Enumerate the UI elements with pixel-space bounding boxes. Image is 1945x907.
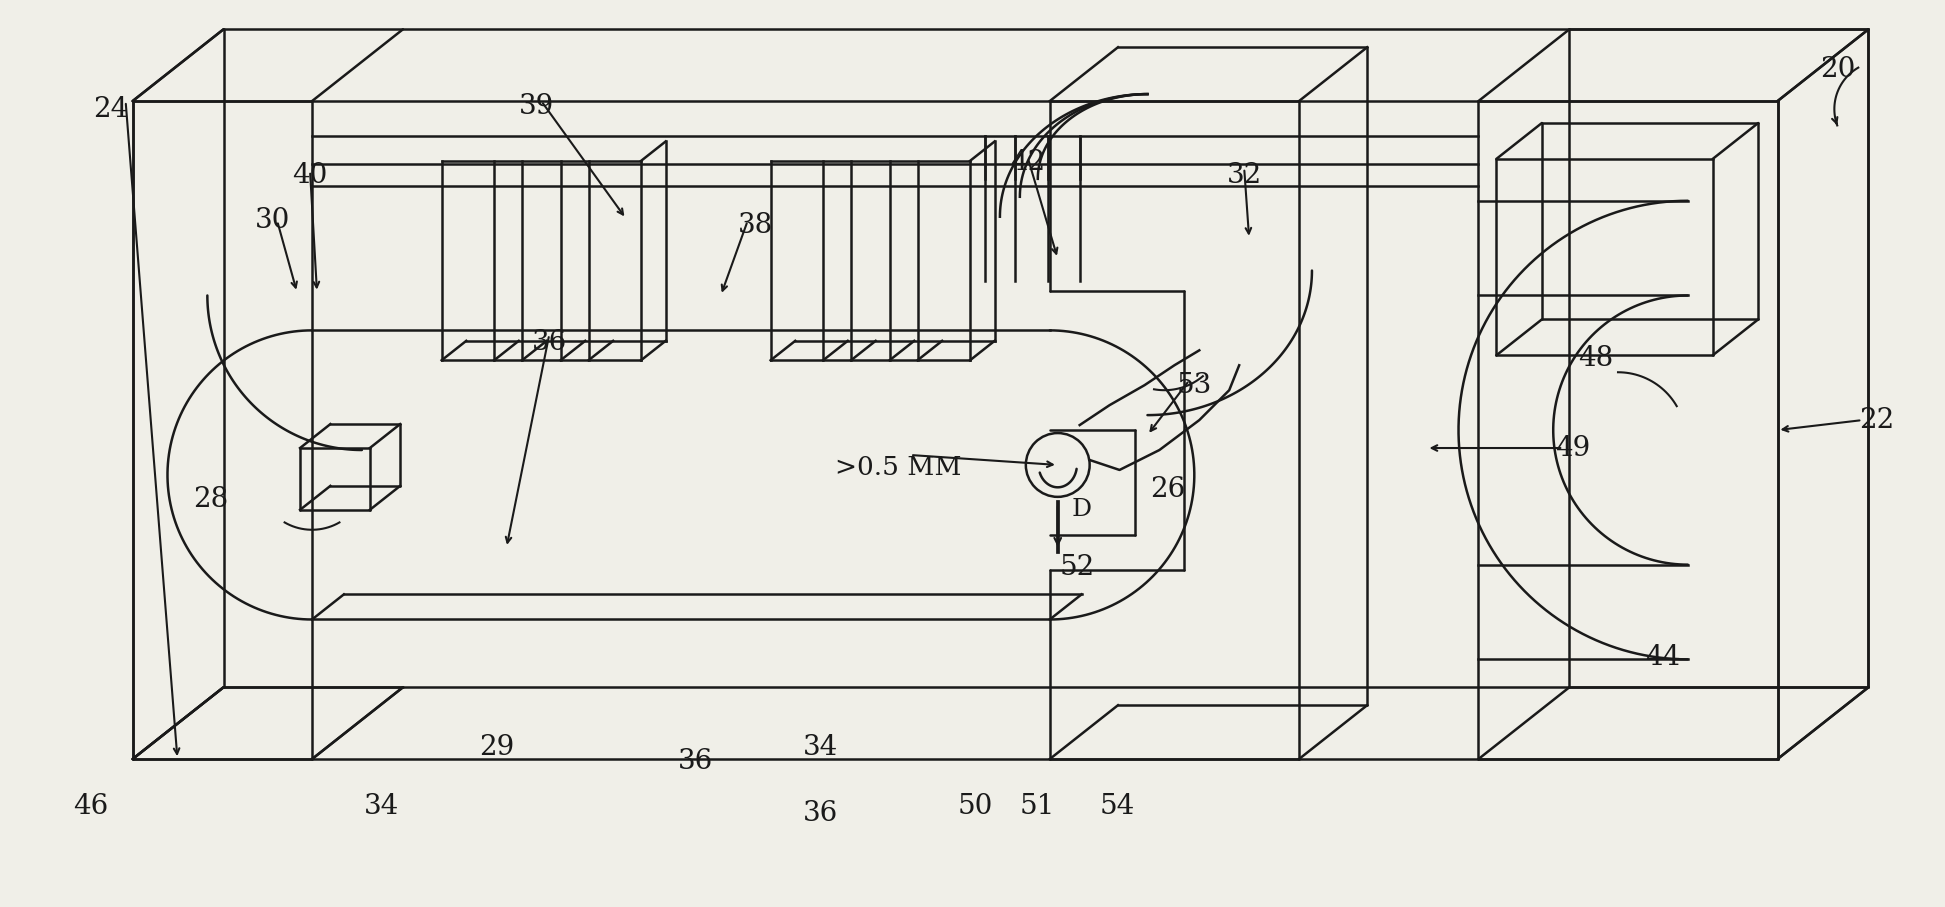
Text: 26: 26 [1149, 476, 1185, 503]
Text: 36: 36 [531, 329, 566, 356]
Text: 51: 51 [1019, 794, 1056, 821]
Text: 46: 46 [74, 794, 109, 821]
Text: 39: 39 [519, 93, 554, 120]
Text: >0.5 MM: >0.5 MM [836, 455, 963, 481]
Text: 32: 32 [1227, 162, 1262, 190]
Text: 42: 42 [1009, 150, 1046, 176]
Text: 52: 52 [1060, 554, 1095, 581]
Text: 53: 53 [1177, 372, 1212, 399]
Text: 29: 29 [478, 734, 513, 761]
Text: 54: 54 [1101, 794, 1136, 821]
Text: 44: 44 [1645, 644, 1680, 671]
Text: 40: 40 [292, 162, 327, 190]
Text: 48: 48 [1579, 345, 1614, 372]
Text: 36: 36 [803, 800, 838, 827]
Text: 22: 22 [1859, 406, 1894, 434]
Text: D: D [1072, 498, 1091, 522]
Text: 24: 24 [93, 95, 128, 122]
Text: 50: 50 [957, 794, 992, 821]
Text: 30: 30 [255, 207, 290, 234]
Text: 38: 38 [737, 212, 774, 239]
Text: 34: 34 [364, 794, 399, 821]
Text: 36: 36 [679, 747, 714, 775]
Text: 49: 49 [1556, 434, 1591, 462]
Text: 34: 34 [803, 734, 838, 761]
Text: 20: 20 [1821, 55, 1856, 83]
Text: 28: 28 [193, 486, 228, 513]
